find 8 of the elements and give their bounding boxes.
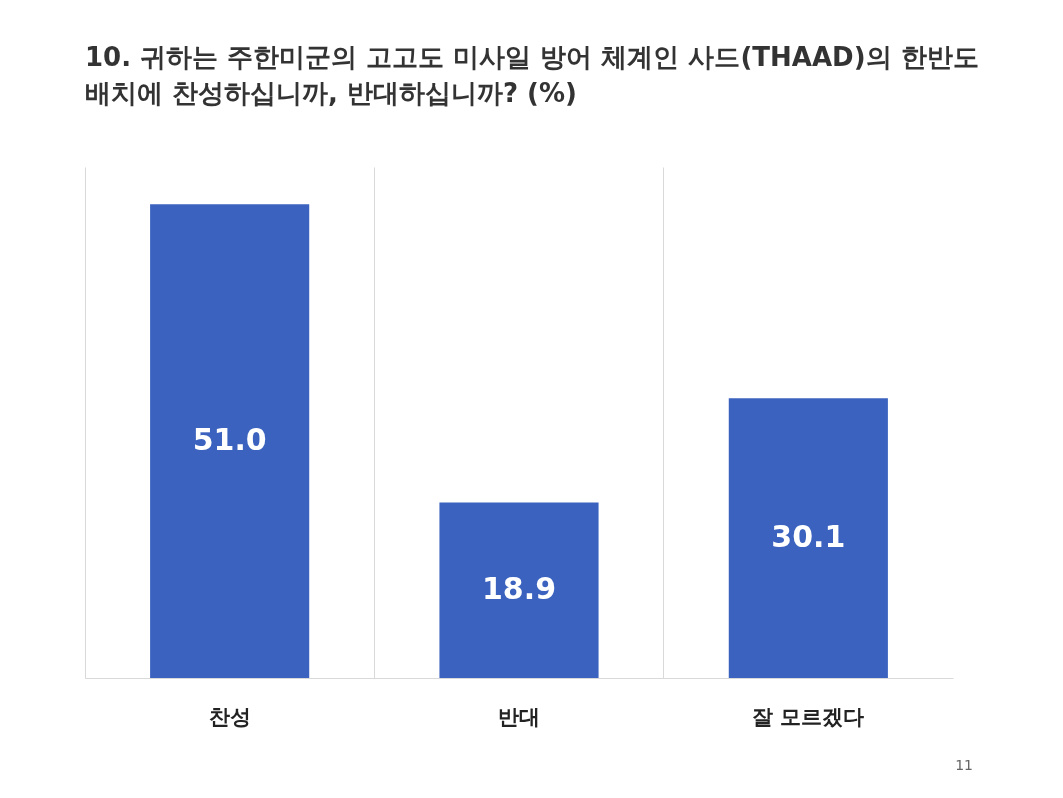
x-tick-label: 잘 모르겠다: [752, 704, 865, 729]
data-label: 51.0: [192, 422, 267, 458]
data-label: 18.9: [481, 571, 557, 607]
x-tick-label: 찬성: [208, 704, 251, 729]
chart-title: 10. 귀하는 주한미군의 고고도 미사일 방어 체계인 사드(THAAD)의 한반도 배치에 찬성하십니까, 반대하십니까? (%): [85, 42, 979, 108]
x-tick-label: 반대: [498, 704, 540, 729]
text: 11: [955, 757, 973, 773]
data-label: 30.1: [771, 519, 846, 555]
